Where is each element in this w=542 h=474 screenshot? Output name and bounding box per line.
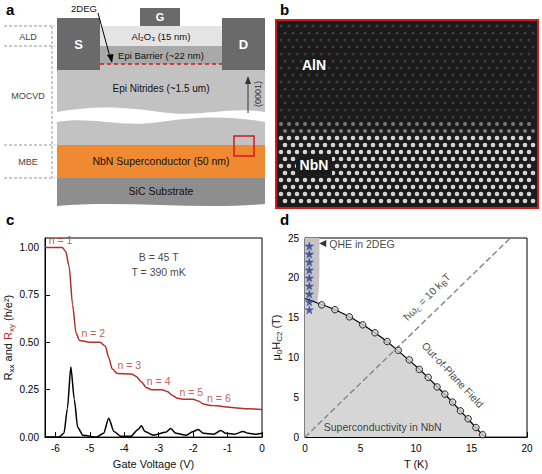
svg-text:B = 45 T: B = 45 T xyxy=(139,251,179,263)
svg-text:(T): (T) xyxy=(270,315,282,332)
svg-text:n = 1: n = 1 xyxy=(49,234,73,246)
svg-text:(h/e²): (h/e²) xyxy=(2,295,14,324)
svg-text:T = 390 mK: T = 390 mK xyxy=(131,266,185,278)
svg-text:n = 2: n = 2 xyxy=(81,327,105,339)
svg-text:0: 0 xyxy=(259,443,265,454)
svg-text:R: R xyxy=(2,372,14,380)
svg-text:Al₂O₃ (15 nm): Al₂O₃ (15 nm) xyxy=(132,31,191,42)
svg-text:0.00: 0.00 xyxy=(20,432,40,443)
svg-text:-1: -1 xyxy=(223,443,232,454)
svg-text:QHE in 2DEG: QHE in 2DEG xyxy=(329,238,394,250)
svg-text:SiC Substrate: SiC Substrate xyxy=(129,185,194,197)
svg-text:2DEG: 2DEG xyxy=(71,3,97,14)
svg-text:5: 5 xyxy=(358,443,364,454)
svg-text:0.75: 0.75 xyxy=(20,289,40,300)
svg-text:5: 5 xyxy=(293,392,299,403)
svg-text:C2: C2 xyxy=(275,331,284,342)
svg-text:R: R xyxy=(2,332,14,340)
svg-text:Gate Voltage (V): Gate Voltage (V) xyxy=(113,458,194,470)
html-text:b: b xyxy=(280,1,290,18)
svg-text:n = 3: n = 3 xyxy=(118,359,142,371)
svg-text:MBE: MBE xyxy=(18,157,38,167)
svg-text:H: H xyxy=(270,342,282,350)
svg-text:n = 4: n = 4 xyxy=(147,375,171,387)
svg-text:(0001): (0001) xyxy=(253,81,263,107)
svg-text:Out-of-Plane Field: Out-of-Plane Field xyxy=(420,340,486,410)
svg-text:T: T xyxy=(440,271,453,284)
svg-text:ALD: ALD xyxy=(19,32,37,42)
svg-text:1.00: 1.00 xyxy=(20,242,40,253)
svg-text:10: 10 xyxy=(288,352,300,363)
svg-text:0: 0 xyxy=(302,443,308,454)
svg-text:and: and xyxy=(2,340,14,364)
svg-text:10: 10 xyxy=(410,443,422,454)
svg-text:-4: -4 xyxy=(120,443,129,454)
svg-text:-2: -2 xyxy=(189,443,198,454)
svg-text:S: S xyxy=(74,37,83,52)
svg-text:μ: μ xyxy=(270,354,283,361)
svg-text:Epi Nitrides (~1.5 um): Epi Nitrides (~1.5 um) xyxy=(113,83,210,94)
svg-text:15: 15 xyxy=(466,443,478,454)
svg-text:Epi Barrier (~22 nm): Epi Barrier (~22 nm) xyxy=(118,50,204,61)
svg-text:D: D xyxy=(239,37,248,52)
svg-text:-3: -3 xyxy=(154,443,163,454)
svg-text:Superconductivity in NbN: Superconductivity in NbN xyxy=(324,421,442,433)
html-text:c: c xyxy=(6,211,15,228)
svg-text:n = 5: n = 5 xyxy=(180,386,204,398)
svg-text:25: 25 xyxy=(288,233,300,244)
svg-text:15: 15 xyxy=(288,312,300,323)
svg-text:20: 20 xyxy=(288,272,300,283)
svg-text:xx: xx xyxy=(7,364,16,372)
svg-text:-6: -6 xyxy=(51,443,60,454)
svg-text:MOCVD: MOCVD xyxy=(11,91,45,101)
svg-text:c: c xyxy=(414,305,424,315)
svg-text:NbN Superconductor (50 nm): NbN Superconductor (50 nm) xyxy=(92,155,229,167)
svg-text:20: 20 xyxy=(521,443,533,454)
html-text:a: a xyxy=(6,1,15,18)
svg-text:0: 0 xyxy=(293,432,299,443)
svg-text:AlN: AlN xyxy=(302,57,326,73)
svg-text:xy: xy xyxy=(7,324,16,332)
svg-text:B: B xyxy=(439,278,450,289)
svg-text:G: G xyxy=(156,11,165,23)
svg-text:n = 6: n = 6 xyxy=(207,392,231,404)
svg-text:T (K): T (K) xyxy=(404,458,428,470)
svg-text:= 10 k: = 10 k xyxy=(414,279,445,310)
svg-text:-5: -5 xyxy=(85,443,94,454)
svg-text:0.50: 0.50 xyxy=(20,337,40,348)
svg-text:0: 0 xyxy=(275,349,285,355)
svg-text:ħω: ħω xyxy=(401,304,420,323)
svg-text:NbN: NbN xyxy=(300,157,329,173)
svg-text:0.25: 0.25 xyxy=(20,384,40,395)
html-text:d: d xyxy=(280,211,290,228)
